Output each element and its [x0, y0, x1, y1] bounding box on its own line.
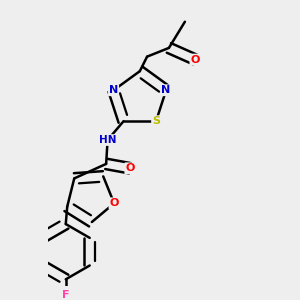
Text: S: S — [152, 116, 160, 126]
Text: O: O — [125, 163, 135, 173]
Text: HN: HN — [99, 135, 116, 145]
Text: O: O — [110, 198, 119, 208]
Text: F: F — [62, 290, 70, 300]
Text: N: N — [109, 85, 118, 95]
Text: N: N — [161, 85, 171, 95]
Text: O: O — [190, 55, 200, 64]
